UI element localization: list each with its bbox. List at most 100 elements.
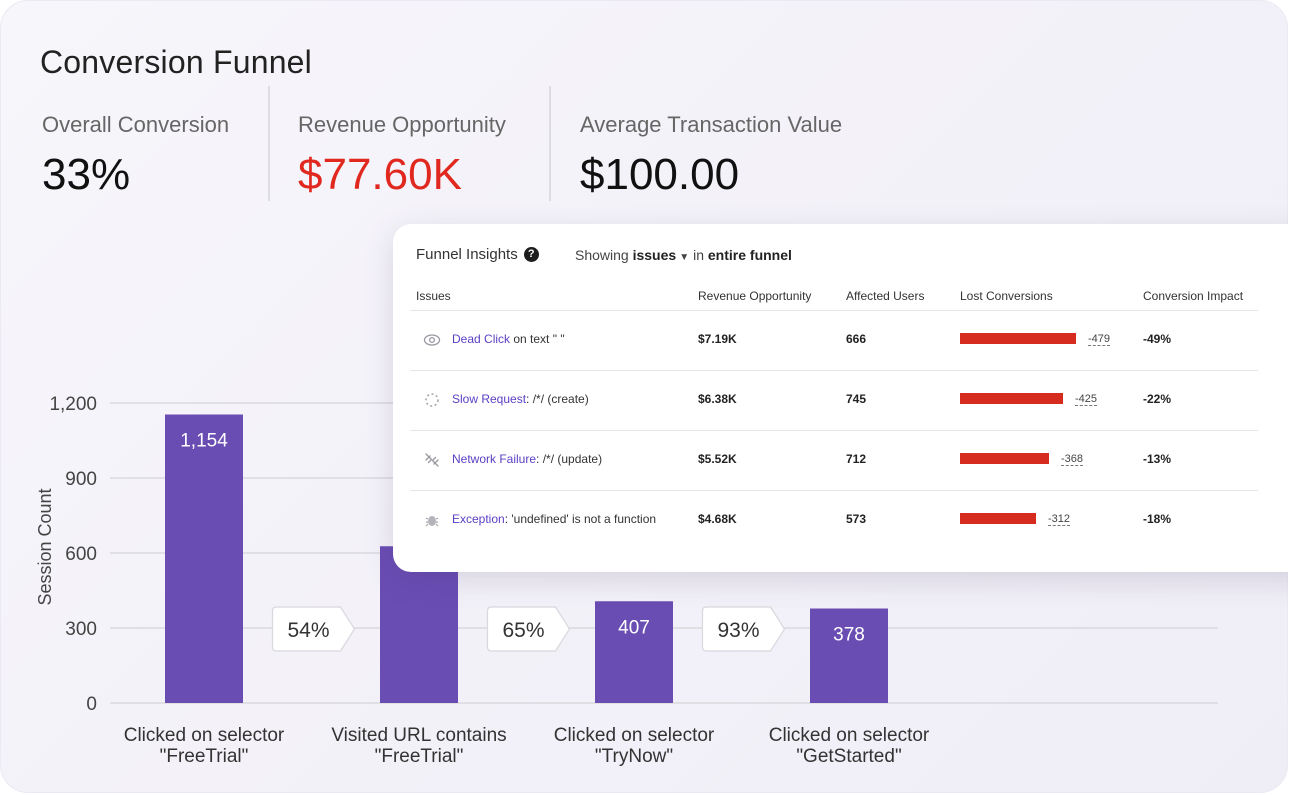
issue-detail: : /*/ (update) [536, 452, 603, 466]
funnel-bar [380, 546, 458, 703]
metric-value: 33% [42, 150, 131, 199]
y-tick-label: 300 [65, 619, 97, 640]
x-category-label: "TryNow" [595, 746, 673, 767]
lost-conversions-value: -368 [1061, 453, 1084, 466]
broken-link-icon [425, 453, 439, 467]
column-header-issues[interactable]: Issues [416, 289, 451, 303]
affected-users-value: 666 [846, 332, 867, 346]
issue-description: Network Failure: /*/ (update) [452, 452, 602, 466]
issue-type-link[interactable]: Slow Request [452, 392, 527, 406]
bar-value-label: 1,154 [180, 431, 228, 452]
row-divider [410, 370, 1258, 371]
issue-description: Exception: 'undefined' is not a function [452, 512, 656, 526]
affected-users-value: 712 [846, 452, 867, 466]
showing-in: in [693, 247, 704, 263]
revenue-opportunity-value: $6.38K [698, 392, 737, 406]
issue-type-link[interactable]: Exception [452, 512, 505, 526]
x-category-label: "GetStarted" [796, 746, 901, 767]
row-divider [410, 490, 1258, 491]
table-row[interactable]: Slow Request: /*/ (create) $6.38K 745 -4… [393, 370, 1288, 430]
lost-conversions-value: -312 [1048, 513, 1071, 526]
y-axis-label: Session Count [35, 488, 55, 605]
metric-value: $77.60K [298, 150, 462, 199]
table-row[interactable]: Dead Click on text " " $7.19K 666 -479 -… [393, 310, 1288, 370]
help-icon[interactable]: ? [523, 247, 539, 262]
issue-detail: : 'undefined' is not a function [504, 512, 657, 526]
conversion-impact-value: -18% [1143, 512, 1172, 526]
column-header-conversion-impact[interactable]: Conversion Impact [1143, 289, 1244, 303]
issue-description: Slow Request: /*/ (create) [452, 392, 589, 406]
table-row[interactable]: Exception: 'undefined' is not a function… [393, 490, 1288, 550]
insights-title-text: Funnel Insights [416, 246, 518, 263]
conversion-rate-label: 65% [502, 619, 544, 642]
scope-label: entire funnel [707, 247, 792, 263]
affected-users-value: 573 [846, 512, 867, 526]
conversion-impact-value: -49% [1143, 332, 1172, 346]
revenue-opportunity-value: $5.52K [698, 452, 737, 466]
row-divider [410, 310, 1258, 311]
lost-conversions-value: -479 [1088, 333, 1111, 346]
table-row[interactable]: Network Failure: /*/ (update) $5.52K 712… [393, 430, 1288, 490]
x-category-label: Clicked on selector [124, 725, 285, 746]
x-category-label: "FreeTrial" [160, 746, 249, 767]
conversion-impact-value: -22% [1143, 392, 1172, 406]
insights-filter: Showing issues ▼ in entire funnel [575, 247, 792, 263]
metric-label: Overall Conversion [42, 112, 230, 137]
lost-conversions-value: -425 [1075, 393, 1098, 406]
issue-description: Dead Click on text " " [452, 332, 565, 346]
spinner-icon [425, 393, 439, 407]
revenue-opportunity-value: $4.68K [698, 512, 737, 526]
revenue-opportunity-value: $7.19K [698, 332, 737, 346]
eye-icon [423, 334, 441, 346]
lost-conversions-bar [960, 513, 1036, 524]
y-tick-label: 0 [86, 694, 97, 715]
metric-value: $100.00 [580, 150, 740, 199]
lost-conversions-bar [960, 393, 1063, 404]
issue-detail: on text " " [510, 332, 565, 346]
column-header-revenue-opportunity[interactable]: Revenue Opportunity [698, 289, 812, 303]
metric-overall-conversion: Overall Conversion 33% [42, 112, 229, 200]
column-header-lost-conversions[interactable]: Lost Conversions [960, 289, 1053, 303]
showing-prefix: Showing [575, 247, 629, 263]
conversion-rate-badge [486, 606, 571, 652]
metric-divider [549, 86, 551, 201]
conversion-impact-value: -13% [1143, 452, 1172, 466]
issues-filter-dropdown[interactable]: issues [632, 247, 677, 263]
y-tick-label: 1,200 [49, 394, 97, 415]
metric-revenue-opportunity: Revenue Opportunity $77.60K [298, 112, 506, 200]
funnel-bar [165, 414, 243, 703]
chevron-down-icon[interactable]: ▼ [679, 252, 690, 263]
row-divider [410, 430, 1258, 431]
conversion-rate-badge [271, 606, 356, 652]
x-category-label: Clicked on selector [769, 725, 930, 746]
y-tick-label: 900 [65, 469, 97, 490]
funnel-bar [595, 601, 673, 703]
affected-users-value: 745 [846, 392, 867, 406]
bar-value-label: 378 [833, 625, 865, 646]
issue-detail: : /*/ (create) [526, 392, 589, 406]
x-category-label: "FreeTrial" [375, 746, 464, 767]
x-category-label: Visited URL contains [331, 725, 506, 746]
metric-label: Revenue Opportunity [298, 112, 506, 137]
issue-type-link[interactable]: Network Failure [452, 452, 537, 466]
column-header-affected-users[interactable]: Affected Users [846, 289, 925, 303]
issue-type-link[interactable]: Dead Click [452, 332, 511, 346]
metric-label: Average Transaction Value [580, 112, 843, 137]
lost-conversions-bar [960, 453, 1049, 464]
metric-average-transaction-value: Average Transaction Value $100.00 [580, 112, 842, 200]
metric-divider [268, 86, 270, 201]
lost-conversions-bar [960, 333, 1076, 344]
y-tick-label: 600 [65, 544, 97, 565]
page-title: Conversion Funnel [40, 44, 312, 80]
bar-value-label: 407 [618, 617, 650, 638]
conversion-rate-label: 93% [717, 619, 759, 642]
conversion-rate-badge [701, 606, 786, 652]
conversion-rate-label: 54% [287, 619, 329, 642]
x-category-label: Clicked on selector [554, 725, 715, 746]
funnel-insights-panel: Funnel Insights ? Showing issues ▼ in enti… [393, 224, 1288, 572]
insights-title: Funnel Insights ? [416, 246, 539, 263]
funnel-bar [810, 608, 888, 703]
bug-icon [425, 516, 439, 527]
